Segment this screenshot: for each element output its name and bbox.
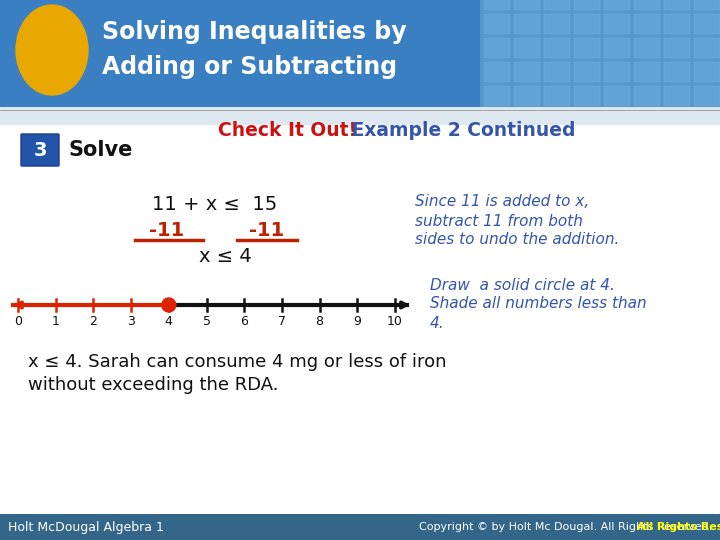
Ellipse shape xyxy=(16,5,88,95)
Text: 3: 3 xyxy=(127,315,135,328)
Text: Adding or Subtracting: Adding or Subtracting xyxy=(102,55,397,79)
Text: subtract 11 from both: subtract 11 from both xyxy=(415,213,583,228)
Text: sides to undo the addition.: sides to undo the addition. xyxy=(415,233,619,247)
FancyBboxPatch shape xyxy=(604,0,630,10)
FancyBboxPatch shape xyxy=(544,38,570,58)
FancyBboxPatch shape xyxy=(0,0,480,110)
FancyBboxPatch shape xyxy=(544,0,570,10)
FancyBboxPatch shape xyxy=(664,0,690,10)
FancyBboxPatch shape xyxy=(604,86,630,106)
FancyBboxPatch shape xyxy=(514,62,540,82)
FancyBboxPatch shape xyxy=(544,14,570,34)
FancyBboxPatch shape xyxy=(514,0,540,10)
Text: Example 2 Continued: Example 2 Continued xyxy=(345,120,575,139)
FancyBboxPatch shape xyxy=(514,14,540,34)
FancyBboxPatch shape xyxy=(484,0,510,10)
Text: 2: 2 xyxy=(89,315,97,328)
FancyBboxPatch shape xyxy=(0,125,720,540)
Text: 5: 5 xyxy=(202,315,210,328)
FancyBboxPatch shape xyxy=(574,38,600,58)
FancyBboxPatch shape xyxy=(574,14,600,34)
Text: Holt McDougal Algebra 1: Holt McDougal Algebra 1 xyxy=(8,521,164,534)
Text: Check It Out!: Check It Out! xyxy=(218,120,357,139)
FancyBboxPatch shape xyxy=(544,62,570,82)
FancyBboxPatch shape xyxy=(634,86,660,106)
FancyBboxPatch shape xyxy=(484,86,510,106)
Text: 11 + x ≤  15: 11 + x ≤ 15 xyxy=(153,195,278,214)
Text: -11: -11 xyxy=(149,220,184,240)
FancyBboxPatch shape xyxy=(634,0,660,10)
Text: All Rights Reserved.: All Rights Reserved. xyxy=(637,522,720,532)
FancyBboxPatch shape xyxy=(21,134,59,166)
Text: Draw  a solid circle at 4.: Draw a solid circle at 4. xyxy=(430,278,615,293)
Text: Shade all numbers less than: Shade all numbers less than xyxy=(430,296,647,312)
Text: -11: -11 xyxy=(249,220,284,240)
Text: 8: 8 xyxy=(315,315,323,328)
Text: 7: 7 xyxy=(278,315,286,328)
Text: 4: 4 xyxy=(165,315,173,328)
Text: Solving Inequalities by: Solving Inequalities by xyxy=(102,20,407,44)
FancyBboxPatch shape xyxy=(634,62,660,82)
Text: Since 11 is added to x,: Since 11 is added to x, xyxy=(415,194,589,210)
FancyBboxPatch shape xyxy=(480,0,720,110)
FancyBboxPatch shape xyxy=(484,62,510,82)
FancyBboxPatch shape xyxy=(664,14,690,34)
Text: 9: 9 xyxy=(354,315,361,328)
Text: 4.: 4. xyxy=(430,315,445,330)
FancyBboxPatch shape xyxy=(574,0,600,10)
FancyBboxPatch shape xyxy=(634,14,660,34)
FancyBboxPatch shape xyxy=(574,86,600,106)
Text: 10: 10 xyxy=(387,315,403,328)
FancyBboxPatch shape xyxy=(694,14,720,34)
FancyBboxPatch shape xyxy=(574,62,600,82)
FancyBboxPatch shape xyxy=(604,38,630,58)
Text: without exceeding the RDA.: without exceeding the RDA. xyxy=(28,376,279,394)
FancyBboxPatch shape xyxy=(604,14,630,34)
Text: Solve: Solve xyxy=(68,140,132,160)
FancyBboxPatch shape xyxy=(694,62,720,82)
FancyBboxPatch shape xyxy=(634,38,660,58)
Text: 0: 0 xyxy=(14,315,22,328)
FancyBboxPatch shape xyxy=(544,86,570,106)
Text: Copyright © by Holt Mc Dougal. All Rights Reserved.: Copyright © by Holt Mc Dougal. All Right… xyxy=(418,522,712,532)
FancyBboxPatch shape xyxy=(484,14,510,34)
Text: 1: 1 xyxy=(52,315,60,328)
Text: 6: 6 xyxy=(240,315,248,328)
FancyBboxPatch shape xyxy=(694,86,720,106)
FancyBboxPatch shape xyxy=(664,38,690,58)
FancyBboxPatch shape xyxy=(694,0,720,10)
FancyBboxPatch shape xyxy=(484,38,510,58)
FancyBboxPatch shape xyxy=(604,62,630,82)
FancyBboxPatch shape xyxy=(514,86,540,106)
Text: 3: 3 xyxy=(33,140,47,159)
FancyBboxPatch shape xyxy=(0,514,720,540)
Circle shape xyxy=(162,298,176,312)
FancyBboxPatch shape xyxy=(0,107,720,125)
FancyBboxPatch shape xyxy=(514,38,540,58)
Text: x ≤ 4. Sarah can consume 4 mg or less of iron: x ≤ 4. Sarah can consume 4 mg or less of… xyxy=(28,353,446,371)
FancyBboxPatch shape xyxy=(664,62,690,82)
FancyBboxPatch shape xyxy=(664,86,690,106)
FancyBboxPatch shape xyxy=(694,38,720,58)
Text: x ≤ 4: x ≤ 4 xyxy=(199,247,251,267)
